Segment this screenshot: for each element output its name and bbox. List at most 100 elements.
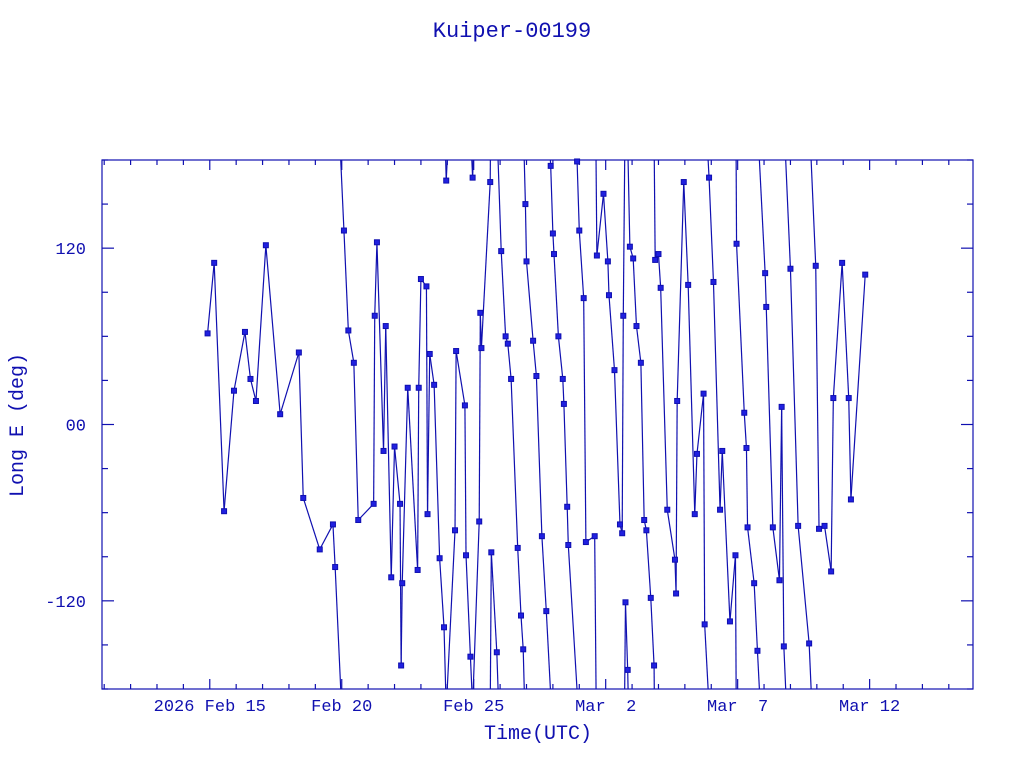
series-segment [632,258,638,327]
data-point [671,556,678,563]
series-segment [374,242,378,316]
data-point [680,179,687,186]
data-point [776,577,783,584]
series-segment [233,331,246,391]
series-segment [608,295,616,371]
series-segment [343,230,349,331]
data-point [452,527,459,534]
data-point [441,624,448,631]
series-segment [373,315,376,504]
series-segment [550,165,554,234]
data-point [316,546,323,553]
series-segment [562,378,565,404]
series-segment [627,160,631,247]
data-point [518,612,525,619]
data-point [504,340,511,347]
data-point [533,373,540,380]
data-point [520,646,527,653]
series-segment [302,497,321,550]
data-point [493,649,500,656]
data-point [647,594,654,601]
data-point [637,359,644,366]
data-point [247,375,254,382]
data-point [221,508,228,515]
x-tick-label: Mar 7 [707,698,768,717]
series-segment [426,353,431,515]
series-segment [454,351,457,531]
y-tick-label: 00 [66,418,86,437]
data-point [657,284,664,291]
series-segment [524,204,528,262]
data-point [431,381,438,388]
data-point [398,662,405,669]
series-segment [510,378,519,548]
series-segment [745,448,749,528]
series-segment [594,536,597,689]
data-point [580,295,587,302]
series-segment [640,362,645,521]
data-point [816,525,823,532]
series-segment [489,552,492,689]
data-point [565,541,572,548]
data-point [502,333,509,340]
series-segment [613,370,621,525]
series-segment [480,182,491,349]
data-point [371,312,378,319]
series-segment [687,284,696,515]
data-point [241,328,248,335]
data-point [397,500,404,507]
data-point [463,552,470,559]
data-point [674,397,681,404]
data-point [340,227,347,234]
series-segment [425,286,429,515]
series-segment [743,412,748,449]
series-segment [472,521,480,689]
series-segment [429,353,435,385]
series-segment [657,254,662,288]
series-segment [382,326,387,451]
data-point [538,533,545,540]
data-point [417,276,424,283]
data-point [277,411,284,418]
data-point [795,522,802,529]
data-point [733,240,740,247]
series-segment [353,362,359,521]
data-point [382,323,389,330]
series-segment [319,524,334,550]
data-point [355,517,362,524]
series-segment [433,384,441,559]
series-segment [645,530,652,598]
series-segment [694,453,698,515]
series-segment [729,555,737,622]
series-segment [553,254,559,337]
data-point [732,552,739,559]
series-segment [778,406,783,581]
data-point [423,283,430,290]
series-segment [407,387,419,571]
data-point [619,530,626,537]
data-point [741,409,748,416]
data-point [477,309,484,316]
data-point [751,580,758,587]
series-segment [455,350,466,406]
series-segment [497,160,502,252]
data-point [461,402,468,409]
series-segment [653,160,656,260]
data-point [560,400,567,407]
data-point [593,252,600,259]
series-segment [520,615,524,650]
data-point [522,201,529,208]
series-segment [525,261,534,341]
series-segment [418,279,422,388]
data-point [673,590,680,597]
series-segment [808,643,812,689]
data-point [754,647,761,654]
series-segment [815,265,820,529]
data-point [710,278,717,285]
data-point [549,230,556,237]
series-segment [332,524,336,568]
series-segment [255,245,267,402]
series-segment [265,245,281,415]
series-segment [683,182,689,285]
